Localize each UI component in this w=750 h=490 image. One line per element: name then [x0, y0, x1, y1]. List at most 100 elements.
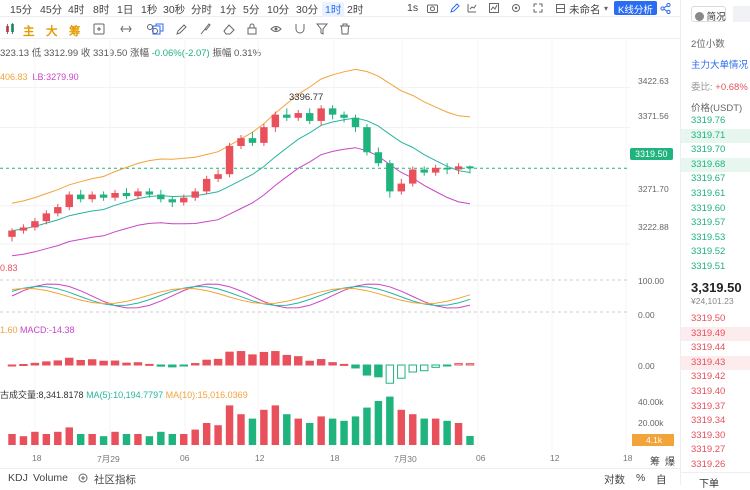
fullscreen-icon[interactable]: [533, 3, 543, 13]
extra-burst[interactable]: 爆: [665, 457, 675, 468]
price-axis-1: 3422.63: [638, 76, 669, 86]
ratio-value: +0.68%: [715, 82, 748, 93]
ask-row[interactable]: 3319.57: [691, 217, 726, 229]
compare-icon[interactable]: [120, 23, 133, 35]
volume-bar: [111, 431, 119, 445]
bid-row[interactable]: 3319.26: [691, 459, 726, 470]
ask-row[interactable]: 3319.70: [691, 144, 726, 156]
brush-icon[interactable]: [199, 23, 212, 35]
volume-bar: [328, 418, 337, 445]
mode-1s[interactable]: 1s: [407, 2, 419, 14]
ask-row[interactable]: 3319.60: [691, 202, 726, 214]
share-icon[interactable]: [660, 3, 671, 14]
ask-row[interactable]: 3319.71: [681, 128, 750, 143]
tab-other[interactable]: [733, 6, 750, 22]
replay-icon[interactable]: [93, 23, 106, 35]
settings-icon[interactable]: [511, 3, 521, 13]
tf-1d[interactable]: 1日: [117, 4, 134, 16]
tf-45m[interactable]: 45分: [40, 4, 63, 16]
ask-row[interactable]: 3319.61: [691, 188, 726, 199]
eye-icon[interactable]: [270, 23, 283, 35]
layout-name[interactable]: 未命名: [569, 4, 601, 16]
ask-row[interactable]: 3319.51: [691, 261, 726, 272]
candle-body: [19, 227, 28, 231]
tab-brief[interactable]: 简况: [691, 6, 726, 23]
tf-30s[interactable]: 30秒: [163, 4, 186, 16]
macd-bar: [397, 364, 406, 379]
auto-scale-toggle[interactable]: 自: [656, 474, 667, 486]
trash-icon[interactable]: [339, 23, 352, 35]
ask-row[interactable]: 3319.76: [691, 115, 726, 126]
percent-scale-toggle[interactable]: %: [636, 472, 646, 484]
macd-bar: [442, 364, 452, 367]
indicator-icon[interactable]: [489, 3, 499, 13]
bid-row[interactable]: 3319.44: [691, 342, 726, 354]
ask-row[interactable]: 3319.68: [681, 157, 750, 172]
candle-body: [466, 166, 474, 169]
log-scale-toggle[interactable]: 对数: [604, 474, 625, 486]
x-tick: 18: [32, 453, 42, 463]
bid-row[interactable]: 3319.27: [691, 444, 726, 456]
filter-icon[interactable]: [316, 23, 329, 35]
candle-body: [271, 114, 280, 128]
chevron-down-icon[interactable]: ▾: [604, 4, 609, 13]
bid-row[interactable]: 3319.42: [691, 371, 726, 383]
stat-amplitude: 0.31%: [234, 48, 261, 59]
magnet-icon[interactable]: [294, 23, 307, 35]
tf-30m[interactable]: 30分: [296, 4, 319, 16]
camera-icon[interactable]: [427, 3, 438, 13]
pencil-icon[interactable]: [176, 23, 189, 35]
stat-change-label: 涨幅: [129, 48, 149, 59]
eraser-icon[interactable]: [223, 23, 236, 35]
pen-icon[interactable]: [450, 3, 460, 13]
precision-select[interactable]: 2位小数: [691, 39, 725, 50]
extra-chip[interactable]: 筹: [650, 457, 660, 468]
tf-1h[interactable]: 1时: [322, 2, 345, 17]
last-price-cny: ¥24,101.23: [691, 296, 734, 306]
tf-4h[interactable]: 4时: [68, 4, 85, 16]
ask-row[interactable]: 3319.52: [691, 246, 726, 258]
volume-axis-40k: 40.00k: [638, 397, 664, 407]
price-axis-2: 3371.56: [638, 111, 669, 121]
macd-bar: [65, 357, 74, 366]
indicator-chip[interactable]: 筹: [69, 26, 81, 38]
kline-analysis-button[interactable]: K线分析: [614, 1, 657, 16]
macd-prefix: 1.60: [0, 325, 18, 335]
tf-15m[interactable]: 15分: [10, 4, 33, 16]
bid-row[interactable]: 3319.34: [691, 415, 726, 427]
copy-icon[interactable]: [152, 23, 165, 35]
tf-10m[interactable]: 10分: [267, 4, 290, 16]
layout-icon[interactable]: [556, 4, 565, 13]
bid-row[interactable]: 3319.40: [691, 386, 726, 397]
indicator-main[interactable]: 主: [23, 26, 35, 38]
indicator-big[interactable]: 大: [46, 26, 58, 38]
tab-kdj[interactable]: KDJ: [8, 472, 28, 484]
ask-row[interactable]: 3319.67: [691, 173, 726, 185]
tf-1m[interactable]: 1分: [220, 4, 237, 16]
ask-row[interactable]: 3319.53: [691, 231, 726, 243]
candle-body: [317, 108, 325, 121]
tab-volume[interactable]: Volume: [33, 472, 69, 484]
bid-row[interactable]: 3319.50: [691, 313, 726, 324]
price-chart[interactable]: [0, 40, 680, 450]
bid-row[interactable]: 3319.37: [691, 400, 726, 412]
macd-bar: [133, 362, 143, 366]
chart-type-icon[interactable]: [5, 23, 17, 35]
tf-2h[interactable]: 2时: [347, 4, 364, 16]
chart-icon[interactable]: [467, 3, 477, 13]
bid-row[interactable]: 3319.49: [681, 326, 750, 341]
tf-timeline[interactable]: 分时: [191, 4, 212, 16]
tf-1s[interactable]: 1秒: [141, 4, 158, 16]
volume-bar: [294, 418, 302, 445]
bid-row[interactable]: 3319.30: [691, 429, 726, 441]
order-ratio: 委比: +0.68%: [691, 79, 748, 93]
big-orders-link[interactable]: 主力大单情况: [691, 60, 749, 71]
macd-bar: [374, 364, 383, 378]
tf-8h[interactable]: 8时: [93, 4, 110, 16]
lock-icon[interactable]: [246, 23, 259, 35]
volume-bar: [454, 423, 463, 445]
tf-5m[interactable]: 5分: [243, 4, 260, 16]
community-indicators[interactable]: 社区指标: [94, 474, 136, 486]
place-order-tab[interactable]: 下单: [699, 479, 719, 490]
bid-row[interactable]: 3319.43: [681, 355, 750, 370]
